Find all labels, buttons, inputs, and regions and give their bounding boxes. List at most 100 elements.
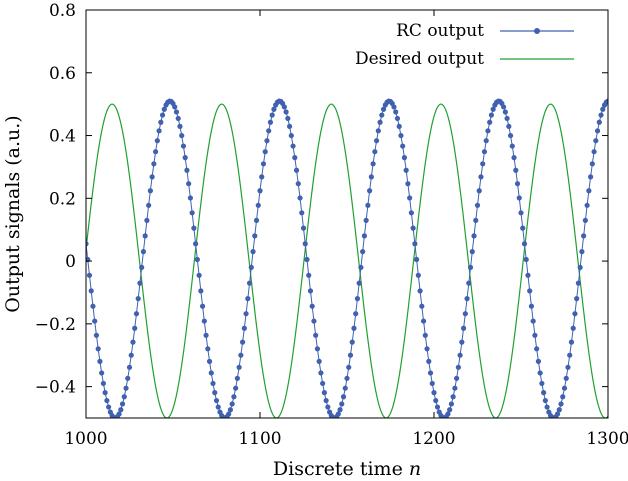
rc-output-point (419, 303, 425, 309)
rc-output-point (151, 161, 157, 167)
rc-output-point (100, 380, 106, 387)
rc-output-point (487, 119, 493, 125)
rc-output-point (285, 115, 291, 122)
rc-output-point (521, 241, 528, 247)
y-tick-label: 0.2 (49, 189, 76, 209)
rc-output-point (403, 167, 409, 173)
rc-output-point (194, 256, 200, 263)
rc-output-point (130, 339, 136, 345)
rc-output-point (349, 339, 355, 345)
rc-output-point (173, 109, 180, 115)
rc-output-point (102, 390, 108, 396)
rc-output-point (159, 112, 166, 118)
rc-output-point (128, 352, 134, 358)
rc-output-point (339, 401, 345, 407)
rc-output-point (394, 115, 401, 122)
rc-output-point (246, 280, 253, 286)
rc-output-point (307, 288, 314, 294)
rc-output-point (311, 318, 317, 324)
rc-output-point (525, 272, 531, 278)
rc-output-point (445, 411, 451, 417)
rc-output-point (304, 256, 310, 263)
rc-output-point (306, 272, 312, 278)
x-tick-label: 1300 (586, 429, 628, 449)
rc-output-point (509, 143, 515, 149)
rc-output-point (193, 241, 199, 247)
rc-output-point (532, 332, 538, 338)
rc-output-point (575, 280, 582, 286)
rc-output-point (346, 364, 352, 370)
rc-output-point (535, 358, 542, 364)
rc-output-point (412, 241, 418, 247)
rc-output-point (325, 404, 331, 410)
rc-output-point (504, 115, 510, 122)
rc-output-point (457, 352, 463, 358)
rc-output-point (593, 138, 599, 144)
rc-output-point (577, 264, 583, 271)
rc-output-point (132, 325, 138, 331)
rc-output-point (600, 106, 606, 112)
rc-output-point (431, 390, 437, 396)
rc-output-point (556, 407, 562, 413)
rc-output-point (201, 318, 207, 324)
legend-marker-rc-output (534, 28, 540, 34)
series-line-rc-output (86, 100, 608, 418)
rc-output-point (507, 132, 514, 139)
rc-output-point (527, 288, 533, 294)
y-tick-label: 0.4 (49, 127, 76, 147)
rc-output-point (86, 272, 93, 278)
rc-output-point (99, 370, 105, 376)
rc-output-point (140, 249, 147, 255)
rc-output-point (414, 256, 420, 263)
rc-output-point (513, 167, 519, 173)
rc-output-point (373, 138, 380, 144)
rc-output-point (448, 401, 454, 407)
rc-output-point (292, 155, 298, 161)
rc-output-point (455, 364, 461, 370)
rc-output-point (408, 210, 414, 216)
rc-output-point (375, 128, 381, 134)
rc-output-point (318, 370, 324, 376)
rc-output-point (297, 195, 303, 201)
rc-output-point (316, 358, 322, 364)
rc-output-point (427, 370, 434, 376)
rc-output-point (598, 112, 604, 118)
rc-output-point (226, 411, 232, 417)
rc-output-point (530, 318, 536, 324)
rc-output-point (462, 311, 468, 317)
rc-output-point (156, 128, 162, 134)
rc-output-point (288, 132, 294, 139)
rc-output-point (269, 112, 275, 118)
rc-output-point (447, 407, 453, 413)
rc-output-point (541, 390, 547, 396)
rc-output-point (187, 195, 193, 201)
rc-output-point (248, 264, 254, 271)
rc-output-point (393, 109, 399, 115)
rc-output-point (104, 397, 110, 404)
rc-output-point (420, 318, 427, 324)
x-axis-label-text: Discrete time (273, 458, 403, 476)
rc-output-point (501, 104, 507, 110)
x-tick-label: 1100 (238, 429, 281, 449)
rc-output-point (480, 161, 486, 167)
rc-output-point (295, 181, 301, 187)
x-tick-label: 1000 (64, 429, 107, 449)
rc-output-point (198, 288, 204, 294)
rc-output-point (299, 210, 305, 216)
rc-output-point (88, 288, 94, 294)
rc-output-point (153, 149, 159, 155)
rc-output-point (554, 411, 561, 417)
rc-output-point (506, 123, 512, 129)
rc-output-point (97, 358, 103, 364)
rc-output-point (454, 375, 460, 381)
y-axis-label: Output signals (a.u.) (2, 115, 24, 312)
rc-output-point (466, 280, 472, 286)
rc-output-point (121, 394, 127, 400)
rc-output-point (490, 106, 496, 112)
rc-output-point (398, 132, 404, 139)
rc-output-point (572, 311, 578, 317)
rc-output-point (488, 112, 495, 118)
rc-output-point (93, 332, 100, 338)
rc-output-point (591, 149, 597, 155)
